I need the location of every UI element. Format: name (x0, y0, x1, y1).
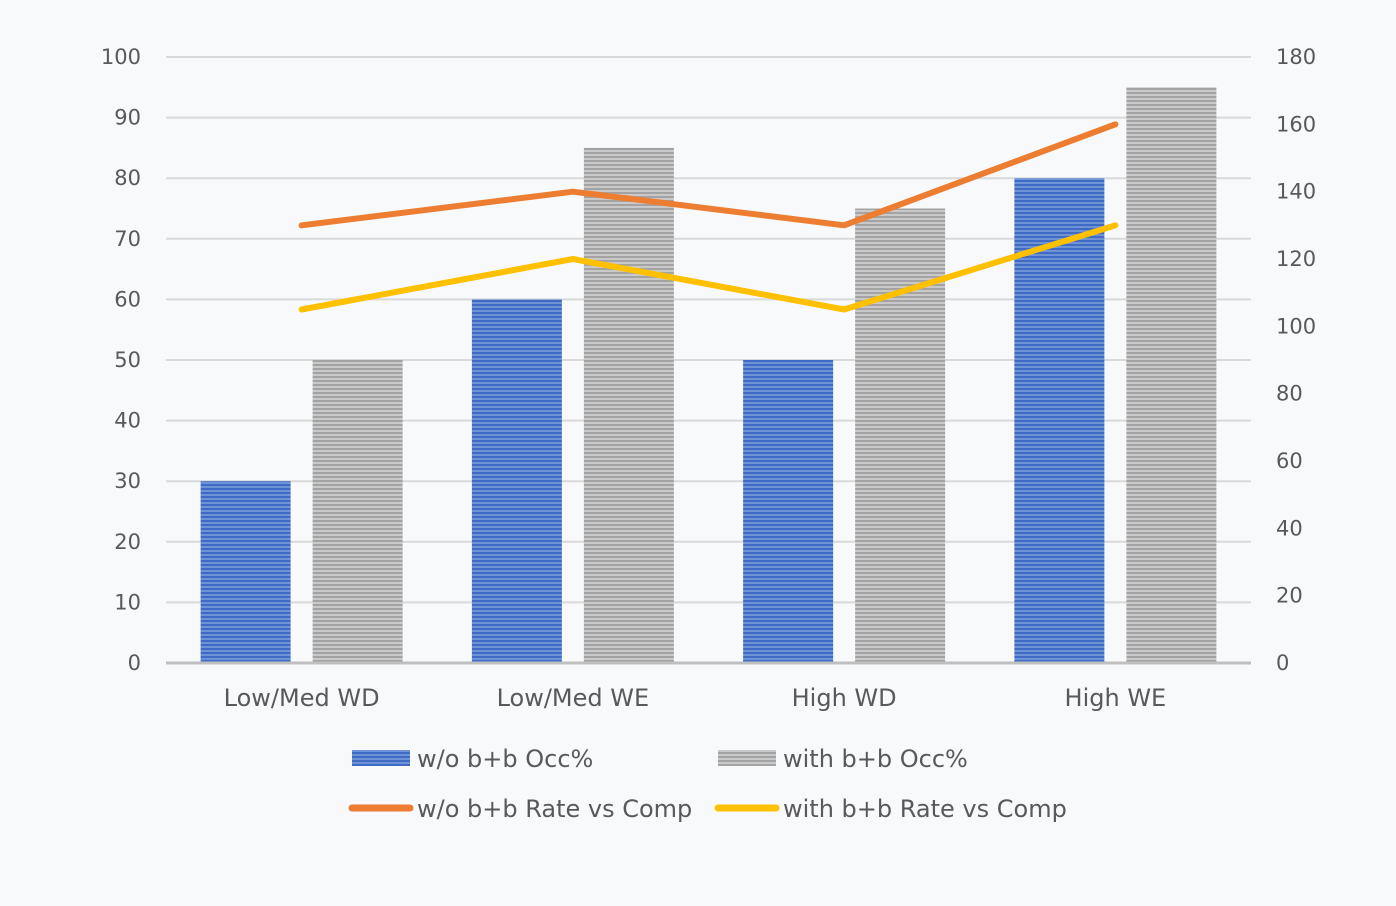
right-axis-tick-label: 180 (1276, 45, 1316, 69)
right-axis-tick-label: 120 (1276, 247, 1316, 271)
left-axis-tick-label: 40 (114, 409, 141, 433)
legend-label: w/o b+b Rate vs Comp (417, 795, 692, 823)
right-axis-tick-label: 20 (1276, 584, 1303, 608)
legend-swatch (718, 750, 776, 766)
right-axis-ticks: 0 20 40 60 80 100 120 140 160 180 (1276, 45, 1316, 675)
left-axis-tick-label: 0 (128, 651, 141, 675)
legend-label: with b+b Rate vs Comp (783, 795, 1067, 823)
left-axis-tick-label: 50 (114, 348, 141, 372)
legend-swatch (352, 750, 410, 766)
right-axis-tick-label: 100 (1276, 314, 1316, 338)
bar-without-bb-occ (200, 481, 291, 663)
bar-without-bb-occ (471, 299, 562, 663)
x-axis-label: High WE (1065, 684, 1167, 712)
left-axis-tick-label: 100 (101, 45, 141, 69)
x-axis-label: Low/Med WE (497, 684, 650, 712)
bar-with-bb-occ (312, 360, 403, 663)
left-axis-tick-label: 60 (114, 287, 141, 311)
lines (298, 121, 1119, 313)
left-axis-ticks: 0 10 20 30 40 50 60 70 80 90 100 (101, 45, 141, 675)
bars (200, 87, 1217, 664)
line-with-bb-rate (298, 222, 1119, 313)
left-axis-tick-label: 10 (114, 590, 141, 614)
right-axis-tick-label: 40 (1276, 516, 1303, 540)
legend: w/o b+b Occ% with b+b Occ% w/o b+b Rate vs… (348, 745, 1067, 823)
left-axis-tick-label: 20 (114, 530, 141, 554)
x-axis-label: High WD (792, 684, 897, 712)
right-axis-tick-label: 0 (1276, 651, 1289, 675)
bar-without-bb-occ (743, 360, 834, 663)
legend-label: with b+b Occ% (783, 745, 968, 773)
right-axis-tick-label: 160 (1276, 112, 1316, 136)
line-without-bb-rate (298, 121, 1119, 229)
bar-with-bb-occ (1126, 87, 1217, 664)
left-axis-tick-label: 70 (114, 227, 141, 251)
bar-with-bb-occ (855, 208, 946, 663)
right-axis-tick-label: 80 (1276, 382, 1303, 406)
bar-without-bb-occ (1014, 178, 1105, 663)
left-axis-tick-label: 30 (114, 469, 141, 493)
left-axis-tick-label: 90 (114, 106, 141, 130)
x-axis-labels: Low/Med WD Low/Med WE High WD High WE (224, 684, 1167, 712)
left-axis-tick-label: 80 (114, 166, 141, 190)
right-axis-tick-label: 60 (1276, 449, 1303, 473)
bar-with-bb-occ (583, 147, 674, 663)
x-axis-label: Low/Med WD (224, 684, 380, 712)
legend-label: w/o b+b Occ% (417, 745, 593, 773)
right-axis-tick-label: 140 (1276, 180, 1316, 204)
